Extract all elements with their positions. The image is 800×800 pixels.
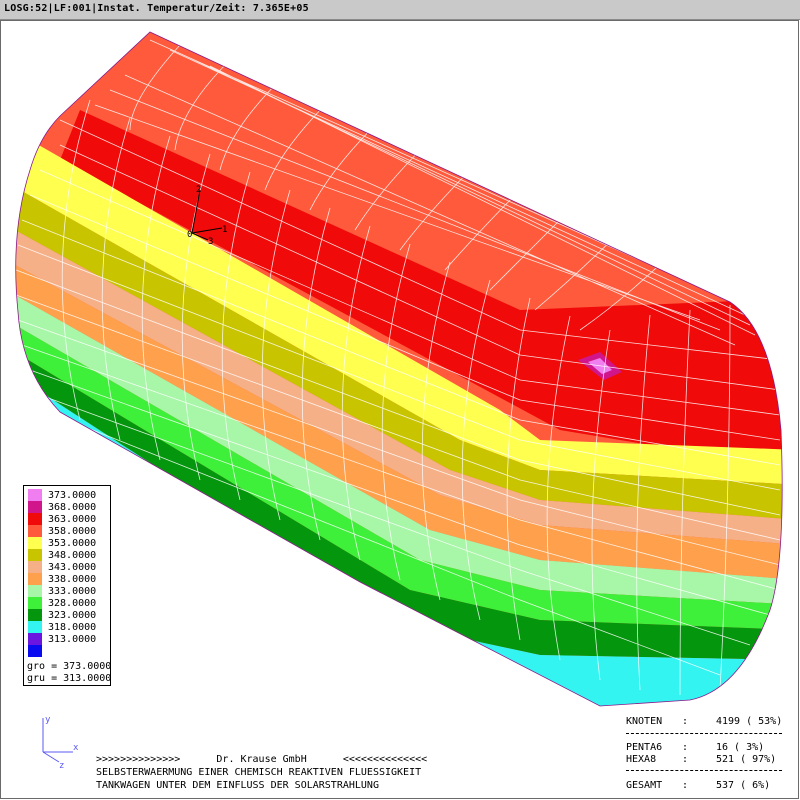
legend-value: 328.0000 (48, 598, 97, 609)
caption-company: >>>>>>>>>>>>>> Dr. Krause GmbH <<<<<<<<<… (96, 754, 428, 765)
stat-value: 521 ( 97%) (716, 754, 777, 765)
triad-label-1: 1 (222, 225, 227, 235)
legend-swatch (28, 525, 42, 537)
axis-y-label: y (45, 715, 51, 725)
title-bar: LOSG:52|LF:001|Instat. Temperatur/Zeit: … (0, 0, 800, 20)
legend-value: 373.0000 (48, 490, 97, 501)
stat-label: HEXA8 (626, 754, 657, 765)
legend-row (28, 645, 110, 657)
legend-row: 358.0000 (28, 525, 110, 537)
legend-value: 333.0000 (48, 586, 97, 597)
legend-value: 353.0000 (48, 538, 97, 549)
legend-row: 328.0000 (28, 597, 110, 609)
tank-outline (15, 31, 783, 707)
legend-value: 368.0000 (48, 502, 97, 513)
legend-value: 363.0000 (48, 514, 97, 525)
stat-label: GESAMT (626, 780, 663, 791)
band-363 (60, 110, 783, 470)
legend-row: 348.0000 (28, 549, 110, 561)
legend-swatch (28, 501, 42, 513)
triad-label-2: 2 (196, 185, 201, 195)
legend-row: 333.0000 (28, 585, 110, 597)
axis-x-label: x (73, 743, 79, 753)
legend-swatch (28, 489, 42, 501)
legend-row: 373.0000 (28, 489, 110, 501)
axis-z-label: z (59, 761, 64, 770)
band-353 (20, 140, 783, 485)
legend-swatch (28, 585, 42, 597)
legend-row: 368.0000 (28, 501, 110, 513)
legend-value: 338.0000 (48, 574, 97, 585)
band-323 (20, 355, 783, 660)
legend-swatch (28, 549, 42, 561)
legend-row: 363.0000 (28, 513, 110, 525)
caption-line-3: TANKWAGEN UNTER DEM EINFLUSS DER SOLARST… (96, 780, 379, 791)
caption-line-2: SELBSTERWAERMUNG EINER CHEMISCH REAKTIVE… (96, 767, 422, 778)
stat-value: 16 ( 3%) (716, 742, 765, 753)
viewport-frame (0, 20, 799, 799)
band-348 (15, 190, 783, 520)
legend-value: 348.0000 (48, 550, 97, 561)
legend-value: 343.0000 (48, 562, 97, 573)
legend-swatch (28, 633, 42, 645)
legend-row: 318.0000 (28, 621, 110, 633)
legend-row: 313.0000 (28, 633, 110, 645)
stat-label: PENTA6 (626, 742, 663, 753)
legend-swatch (28, 537, 42, 549)
legend-gro: gro = 373.0000 (27, 661, 112, 672)
stat-divider (626, 733, 782, 734)
legend-value: 358.0000 (48, 526, 97, 537)
legend-row: 353.0000 (28, 537, 110, 549)
legend-gru: gru = 313.0000 (27, 673, 112, 684)
band-338 (15, 265, 783, 580)
triad: 2 1 3 0 (187, 185, 227, 247)
legend-swatch (28, 597, 42, 609)
legend-swatch (28, 513, 42, 525)
legend-swatch (28, 573, 42, 585)
legend-row: 343.0000 (28, 561, 110, 573)
mesh-grid (15, 39, 781, 696)
legend-swatch (28, 645, 42, 657)
stat-divider (626, 770, 782, 771)
legend-row: 338.0000 (28, 573, 110, 585)
triad-label-origin: 0 (187, 230, 192, 240)
legend-swatch (28, 621, 42, 633)
view-axis-indicator: y x z (42, 715, 79, 770)
window-title: LOSG:52|LF:001|Instat. Temperatur/Zeit: … (4, 3, 309, 14)
legend-swatch (28, 609, 42, 621)
triad-label-3: 3 (208, 237, 213, 247)
legend-value: 323.0000 (48, 610, 97, 621)
legend-value: 313.0000 (48, 634, 97, 645)
color-legend: 373.0000 368.0000 363.0000 358.0000 353.… (23, 485, 111, 686)
legend-value: 318.0000 (48, 622, 97, 633)
legend-row: 323.0000 (28, 609, 110, 621)
stat-label: KNOTEN (626, 716, 663, 727)
legend-swatch (28, 561, 42, 573)
stat-value: 4199 ( 53%) (716, 716, 783, 727)
stat-value: 537 ( 6%) (716, 780, 771, 791)
